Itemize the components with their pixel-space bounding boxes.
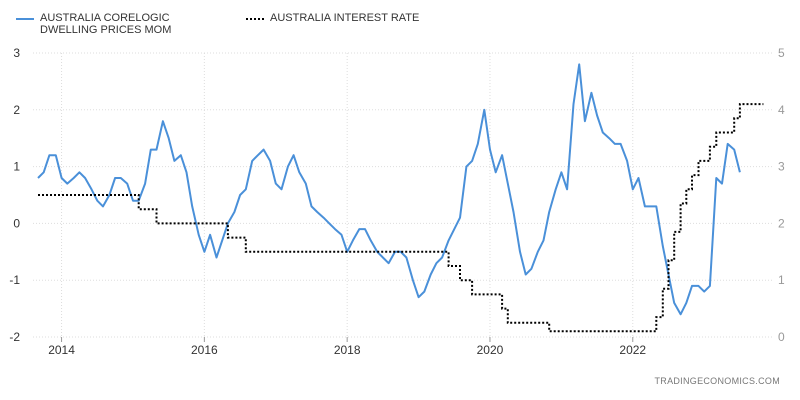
x-tick-label: 2016 <box>191 343 218 357</box>
legend-item-dwelling-prices[interactable]: AUSTRALIA CORELOGIC DWELLING PRICES MOM <box>16 12 220 36</box>
series-line-dwelling-prices <box>37 63 741 316</box>
y-axis-right: 5 4 3 2 1 0 <box>778 46 785 344</box>
legend-swatch-solid <box>16 18 34 20</box>
legend-label-interest-rate: AUSTRALIA INTEREST RATE <box>270 12 420 24</box>
legend-swatch-dotted <box>246 18 264 20</box>
y-right-tick-label: 2 <box>778 216 785 230</box>
x-tick-label: 2018 <box>334 343 361 357</box>
y-right-tick-label: 5 <box>778 46 785 60</box>
y-left-tick-label: 0 <box>13 216 20 230</box>
x-axis: 2014 2016 2018 2020 2022 <box>48 337 646 357</box>
credit-text: TRADINGECONOMICS.COM <box>654 376 780 386</box>
legend-item-interest-rate[interactable]: AUSTRALIA INTEREST RATE <box>246 12 419 36</box>
x-tick-label: 2014 <box>48 343 75 357</box>
y-axis-left: 3 2 1 0 -1 -2 <box>9 46 20 344</box>
y-left-tick-label: -1 <box>9 273 20 287</box>
legend-label-dwelling-prices: AUSTRALIA CORELOGIC DWELLING PRICES MOM <box>40 12 172 36</box>
y-right-tick-label: 1 <box>778 273 785 287</box>
x-tick-label: 2020 <box>477 343 504 357</box>
y-right-tick-label: 3 <box>778 160 785 174</box>
grid-lines <box>33 52 772 338</box>
legend: AUSTRALIA CORELOGIC DWELLING PRICES MOM … <box>16 12 419 36</box>
y-right-tick-label: 0 <box>778 330 785 344</box>
x-tick-label: 2022 <box>619 343 646 357</box>
y-right-tick-label: 4 <box>778 103 785 117</box>
y-left-tick-label: 3 <box>13 46 20 60</box>
y-left-tick-label: -2 <box>9 330 20 344</box>
y-left-tick-label: 1 <box>13 160 20 174</box>
y-left-tick-label: 2 <box>13 103 20 117</box>
series-line-interest-rate <box>38 103 764 333</box>
series-group <box>37 63 764 333</box>
